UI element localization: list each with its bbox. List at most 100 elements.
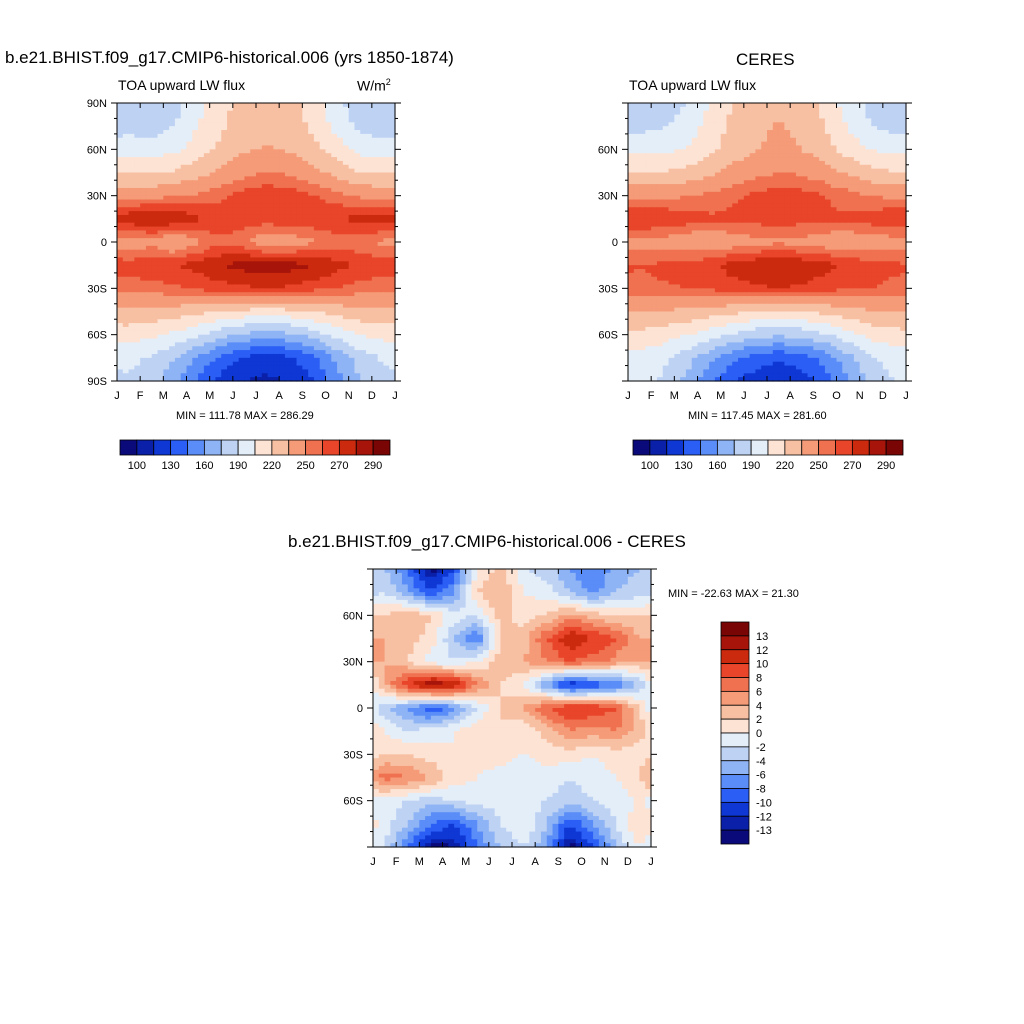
- heatmap-cell: [163, 130, 170, 135]
- heatmap-cell: [192, 114, 199, 120]
- heatmap-cell: [830, 164, 838, 170]
- heatmap-cell: [348, 222, 356, 228]
- heatmap-cell: [337, 323, 344, 328]
- heatmap-cell: [888, 187, 896, 193]
- heatmap-cell: [122, 307, 130, 313]
- heatmap-cell: [203, 180, 211, 185]
- heatmap-cell: [371, 103, 379, 108]
- heatmap-cell: [819, 180, 826, 185]
- heatmap-cell: [174, 269, 182, 274]
- heatmap-cell: [389, 269, 396, 274]
- heatmap-cell: [203, 253, 211, 259]
- heatmap-cell: [140, 346, 147, 351]
- heatmap-cell: [279, 141, 286, 147]
- heatmap-cell: [348, 218, 356, 224]
- heatmap-cell: [244, 373, 251, 378]
- heatmap-cell: [180, 330, 188, 336]
- heatmap-cell: [853, 149, 861, 154]
- heatmap-cell: [720, 203, 728, 208]
- heatmap-cell: [743, 114, 751, 120]
- heatmap-cell: [215, 118, 222, 123]
- heatmap-cell: [894, 149, 901, 154]
- heatmap-cell: [117, 315, 124, 320]
- heatmap-cell: [342, 253, 350, 259]
- heatmap-cell: [209, 211, 217, 216]
- heatmap-cell: [319, 103, 327, 108]
- heatmap-cell: [186, 130, 193, 135]
- heatmap-cell: [122, 296, 130, 301]
- heatmap-cell: [888, 180, 896, 185]
- heatmap-cell: [209, 214, 217, 220]
- heatmap-cell: [145, 269, 153, 274]
- heatmap-cell: [331, 234, 338, 239]
- heatmap-cell: [360, 141, 367, 147]
- heatmap-cell: [279, 307, 286, 313]
- heatmap-cell: [714, 106, 722, 112]
- heatmap-cell: [151, 172, 159, 177]
- heatmap-cell: [192, 307, 199, 313]
- heatmap-cell: [319, 288, 327, 293]
- heatmap-cell: [250, 234, 257, 239]
- heatmap-cell: [290, 149, 298, 154]
- heatmap-cell: [174, 137, 182, 143]
- heatmap-cell: [169, 149, 176, 154]
- heatmap-cell: [331, 187, 338, 193]
- heatmap-cell: [250, 307, 257, 313]
- heatmap-cell: [267, 377, 274, 382]
- heatmap-cell: [273, 261, 280, 266]
- heatmap-cell: [174, 226, 182, 232]
- heatmap-cell: [128, 292, 135, 297]
- heatmap-cell: [703, 149, 710, 154]
- heatmap-cell: [848, 130, 855, 135]
- heatmap-cell: [169, 296, 176, 301]
- heatmap-cell: [145, 180, 153, 185]
- heatmap-cell: [302, 288, 309, 293]
- heatmap-cell: [377, 187, 385, 193]
- heatmap-cell: [290, 141, 298, 147]
- heatmap-cell: [720, 207, 728, 212]
- heatmap-cell: [209, 373, 217, 378]
- heatmap-cell: [267, 106, 274, 112]
- heatmap-cell: [238, 353, 246, 359]
- heatmap-cell: [296, 338, 303, 343]
- heatmap-cell: [134, 126, 141, 131]
- heatmap-cell: [134, 226, 141, 232]
- heatmap-cell: [203, 149, 211, 154]
- heatmap-cell: [354, 257, 361, 262]
- heatmap-cell: [830, 145, 838, 150]
- heatmap-cell: [720, 184, 728, 189]
- heatmap-cell: [128, 122, 135, 127]
- heatmap-cell: [238, 257, 246, 262]
- heatmap-cell: [813, 207, 820, 212]
- heatmap-cell: [227, 326, 234, 332]
- heatmap-cell: [628, 103, 635, 108]
- heatmap-cell: [726, 207, 733, 212]
- heatmap-cell: [122, 207, 130, 212]
- heatmap-cell: [186, 353, 193, 359]
- heatmap-cell: [645, 149, 652, 154]
- heatmap-cell: [819, 176, 826, 181]
- heatmap-cell: [192, 299, 199, 305]
- heatmap-cell: [117, 284, 124, 289]
- heatmap-cell: [313, 160, 321, 166]
- heatmap-cell: [784, 149, 791, 154]
- heatmap-cell: [662, 168, 670, 174]
- heatmap-cell: [628, 180, 635, 185]
- heatmap-cell: [261, 369, 269, 374]
- heatmap-cell: [668, 145, 675, 150]
- heatmap-cell: [192, 353, 199, 359]
- heatmap-cell: [284, 110, 292, 116]
- heatmap-cell: [726, 176, 733, 181]
- heatmap-cell: [122, 110, 130, 116]
- heatmap-cell: [824, 207, 832, 212]
- heatmap-cell: [628, 168, 635, 174]
- heatmap-cell: [203, 172, 211, 177]
- heatmap-cell: [117, 330, 124, 336]
- heatmap-cell: [163, 353, 170, 359]
- heatmap-cell: [192, 257, 199, 262]
- heatmap-cell: [238, 234, 246, 239]
- heatmap-cell: [117, 168, 124, 174]
- heatmap-cell: [685, 122, 693, 127]
- heatmap-cell: [290, 172, 298, 177]
- heatmap-cell: [313, 230, 321, 235]
